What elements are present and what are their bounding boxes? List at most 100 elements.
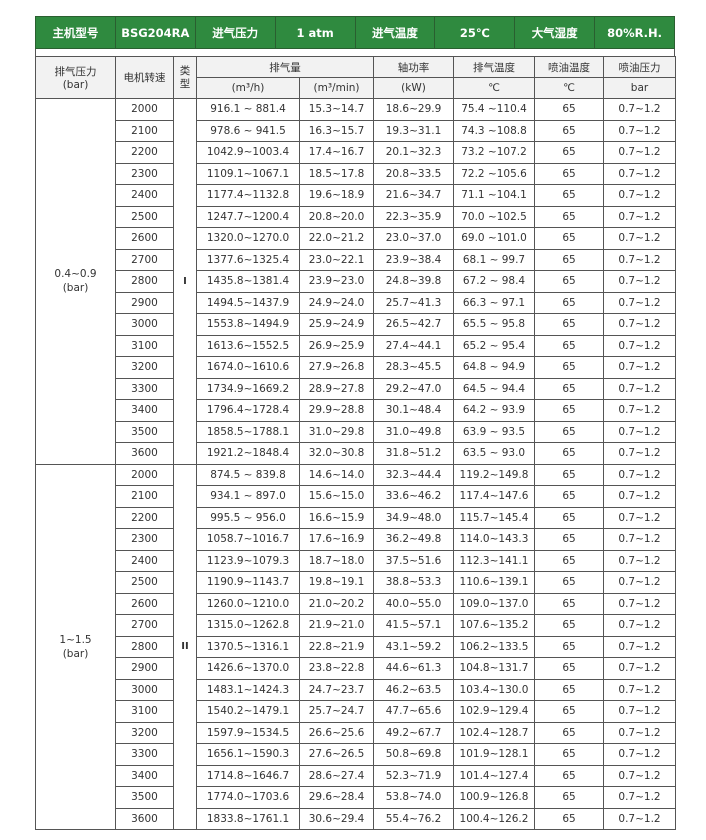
inlet-pressure-label: 进气压力: [194, 16, 276, 49]
cell-power: 49.2~67.7: [373, 721, 454, 744]
cell-flow-h: 1377.6~1325.4: [196, 248, 300, 271]
cell-exhaust-temp: 115.7~145.4: [453, 506, 535, 529]
header-pressure-label: 排气压力: [54, 66, 97, 78]
cell-oil-temp: 65: [534, 700, 604, 723]
table-row: 3600 1921.2~1848.4 32.0~30.8 31.8~51.2 63.5 …: [36, 442, 676, 465]
cell-oil-temp: 65: [534, 98, 604, 121]
cell-type: [173, 227, 197, 249]
cell-flow-h: 1921.2~1848.4: [196, 442, 300, 465]
header-pressure-unit: (bar): [62, 79, 89, 91]
cell-rpm: 2800: [115, 635, 174, 658]
cell-power: 25.7~41.3: [373, 291, 454, 314]
cell-rpm: 3500: [115, 786, 174, 809]
cell-rpm: 3200: [115, 356, 174, 379]
cell-oil-pressure: 0.7~1.2: [603, 463, 676, 486]
cell-oil-temp: 65: [534, 270, 604, 293]
cell-rpm: 3400: [115, 399, 174, 422]
cell-oil-pressure: 0.7~1.2: [603, 291, 676, 314]
header-exhaust-temp-unit: ℃: [453, 77, 535, 99]
cell-flow-min: 19.6~18.9: [299, 184, 374, 207]
cell-exhaust-temp: 64.2 ~ 93.9: [453, 399, 535, 422]
cell-exhaust-temp: 102.4~128.7: [453, 721, 535, 744]
cell-oil-temp: 65: [534, 227, 604, 250]
cell-oil-pressure: 0.7~1.2: [603, 721, 676, 744]
table-row: 2900 1426.6~1370.0 23.8~22.8 44.6~61.3 104.8…: [36, 657, 676, 680]
cell-flow-h: 1796.4~1728.4: [196, 399, 300, 422]
cell-oil-temp: 65: [534, 291, 604, 314]
cell-exhaust-temp: 63.5 ~ 93.0: [453, 442, 535, 465]
cell-power: 41.5~57.1: [373, 614, 454, 637]
table-row: 3200 1674.0~1610.6 27.9~26.8 28.3~45.5 64.8 …: [36, 356, 676, 379]
cell-flow-h: 934.1 ~ 897.0: [196, 485, 300, 508]
cell-flow-h: 1734.9~1669.2: [196, 377, 300, 400]
cell-oil-pressure: 0.7~1.2: [603, 420, 676, 443]
cell-power: 31.0~49.8: [373, 420, 454, 443]
table-row: 3500 1858.5~1788.1 31.0~29.8 31.0~49.8 63.9 …: [36, 420, 676, 443]
cell-flow-min: 22.0~21.2: [299, 227, 374, 250]
cell-oil-temp: 65: [534, 786, 604, 809]
cell-power: 26.5~42.7: [373, 313, 454, 336]
cell-oil-temp: 65: [534, 334, 604, 357]
spec-sheet: 主机型号 BSG204RA 进气压力 1 atm 进气温度 25℃ 大气湿度 8…: [35, 16, 676, 830]
header-flow-h: (m³/h): [196, 77, 300, 99]
cell-rpm: 3600: [115, 807, 174, 830]
cell-rpm: 2900: [115, 657, 174, 680]
cell-exhaust-temp: 69.0 ~101.0: [453, 227, 535, 250]
cell-exhaust-temp: 102.9~129.4: [453, 700, 535, 723]
cell-flow-h: 1774.0~1703.6: [196, 786, 300, 809]
cell-flow-min: 16.6~15.9: [299, 506, 374, 529]
cell-type: [173, 120, 197, 142]
cell-flow-h: 874.5 ~ 839.8: [196, 463, 300, 486]
cell-exhaust-temp: 101.4~127.4: [453, 764, 535, 787]
cell-flow-h: 1042.9~1003.4: [196, 141, 300, 164]
cell-oil-pressure: 0.7~1.2: [603, 614, 676, 637]
cell-oil-temp: 65: [534, 205, 604, 228]
cell-oil-temp: 65: [534, 592, 604, 615]
table-row: 3400 1796.4~1728.4 29.9~28.8 30.1~48.4 64.2 …: [36, 399, 676, 422]
cell-oil-temp: 65: [534, 764, 604, 787]
cell-rpm: 2700: [115, 614, 174, 637]
cell-rpm: 3200: [115, 721, 174, 744]
table-row: 2600 1320.0~1270.0 22.0~21.2 23.0~37.0 69.0 …: [36, 227, 676, 250]
cell-exhaust-temp: 100.4~126.2: [453, 807, 535, 830]
cell-oil-temp: 65: [534, 141, 604, 164]
inlet-temp-value: 25℃: [434, 16, 516, 49]
cell-power: 29.2~47.0: [373, 377, 454, 400]
cell-flow-min: 21.9~21.0: [299, 614, 374, 637]
cell-rpm: 2500: [115, 571, 174, 594]
cell-flow-h: 1494.5~1437.9: [196, 291, 300, 314]
header-power: 轴功率: [373, 56, 454, 78]
cell-rpm: 2800: [115, 270, 174, 293]
cell-type: [173, 700, 197, 722]
cell-exhaust-temp: 64.8 ~ 94.9: [453, 356, 535, 379]
cell-type: [173, 507, 197, 529]
cell-oil-pressure: 0.7~1.2: [603, 162, 676, 185]
cell-power: 20.1~32.3: [373, 141, 454, 164]
cell-oil-pressure: 0.7~1.2: [603, 119, 676, 142]
cell-power: 52.3~71.9: [373, 764, 454, 787]
cell-oil-pressure: 0.7~1.2: [603, 786, 676, 809]
cell-flow-min: 27.6~26.5: [299, 743, 374, 766]
cell-exhaust-temp: 68.1 ~ 99.7: [453, 248, 535, 271]
humidity-label: 大气湿度: [514, 16, 596, 49]
cell-flow-h: 995.5 ~ 956.0: [196, 506, 300, 529]
table-row: 3000 1553.8~1494.9 25.9~24.9 26.5~42.7 65.5 …: [36, 313, 676, 336]
cell-flow-h: 916.1 ~ 881.4: [196, 98, 300, 121]
cell-oil-temp: 65: [534, 635, 604, 658]
table-row: 3600 1833.8~1761.1 30.6~29.4 55.4~76.2 100.4…: [36, 807, 676, 830]
cell-flow-h: 1320.0~1270.0: [196, 227, 300, 250]
cell-exhaust-temp: 106.2~133.5: [453, 635, 535, 658]
cell-exhaust-temp: 104.8~131.7: [453, 657, 535, 680]
cell-flow-h: 1553.8~1494.9: [196, 313, 300, 336]
header-oil-temp-unit: ℃: [534, 77, 604, 99]
cell-flow-min: 28.9~27.8: [299, 377, 374, 400]
cell-flow-min: 19.8~19.1: [299, 571, 374, 594]
header-power-unit: (kW): [373, 77, 454, 99]
cell-flow-min: 26.9~25.9: [299, 334, 374, 357]
cell-rpm: 3100: [115, 334, 174, 357]
cell-flow-min: 30.6~29.4: [299, 807, 374, 830]
table-row: 2400 1123.9~1079.3 18.7~18.0 37.5~51.6 112.3…: [36, 549, 676, 572]
cell-flow-min: 25.7~24.7: [299, 700, 374, 723]
cell-oil-pressure: 0.7~1.2: [603, 743, 676, 766]
cell-power: 24.8~39.8: [373, 270, 454, 293]
